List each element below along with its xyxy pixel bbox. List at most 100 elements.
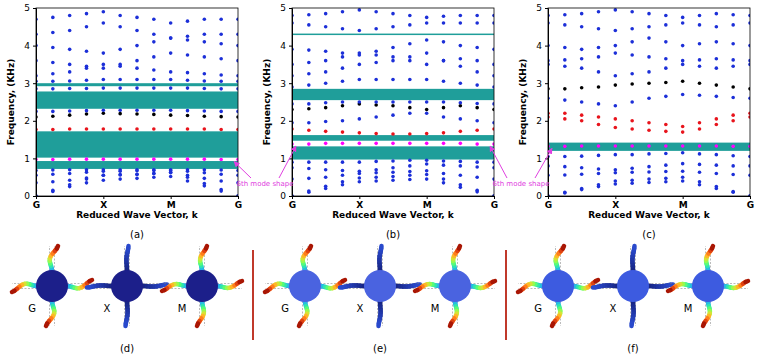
band-point	[102, 157, 106, 161]
band-point	[391, 178, 395, 182]
band-point	[408, 164, 412, 168]
band-point	[186, 86, 190, 90]
band-point	[597, 102, 601, 106]
x-tick-label: G	[33, 200, 40, 210]
undeformed-outline	[377, 301, 378, 326]
annotation-arrow	[279, 146, 296, 178]
band-point	[118, 127, 122, 131]
x-axis: GXMG	[289, 196, 498, 210]
band-point	[324, 184, 328, 188]
band-point	[68, 172, 72, 176]
band-point	[186, 38, 190, 42]
band-point	[563, 64, 567, 68]
band-point	[475, 46, 479, 50]
band-point	[152, 127, 156, 131]
band-point	[425, 21, 429, 25]
y-axis-line	[33, 9, 37, 197]
band-point	[664, 40, 668, 44]
y-tick-mark	[545, 196, 548, 197]
band-point	[374, 115, 378, 119]
band-point	[563, 13, 567, 17]
mode-point-label: X	[610, 303, 617, 314]
band-point	[459, 21, 463, 25]
band-point	[219, 179, 223, 183]
band-point	[698, 14, 702, 18]
band-point	[614, 168, 618, 172]
band-point	[68, 70, 72, 74]
band-point	[219, 110, 223, 114]
y-axis-line	[545, 9, 549, 197]
band-point	[597, 167, 601, 171]
band-point	[563, 23, 567, 27]
band-point	[307, 160, 311, 164]
band-point	[203, 177, 207, 181]
band-point	[341, 174, 345, 178]
y-tick-mark	[289, 83, 292, 84]
mode-shape	[87, 246, 167, 326]
band-point	[731, 58, 735, 62]
y-tick-mark	[33, 158, 36, 159]
band-point	[391, 142, 395, 146]
band-point	[425, 108, 429, 112]
band-point	[614, 51, 618, 55]
band-point	[731, 190, 735, 194]
band-point	[85, 168, 89, 172]
band-point	[715, 66, 719, 70]
band-point	[630, 100, 634, 104]
deformed-arm	[343, 280, 346, 281]
band-point	[664, 95, 668, 99]
band-point	[408, 23, 412, 27]
band-point	[647, 96, 651, 100]
x-axis: GXMG	[33, 196, 242, 210]
band-point	[664, 57, 668, 61]
band-point	[563, 46, 567, 50]
band-point	[580, 172, 584, 176]
band-point	[459, 81, 463, 85]
band-point	[358, 29, 362, 33]
band-point	[68, 29, 72, 33]
band-point	[475, 142, 479, 146]
band-point	[307, 102, 311, 106]
plot-area	[292, 8, 494, 196]
band-point	[715, 25, 719, 29]
band-point	[647, 170, 651, 174]
band-point	[118, 177, 122, 181]
band-point	[85, 112, 89, 116]
y-tick: 1	[24, 154, 36, 164]
mode-point-label: G	[281, 303, 289, 314]
band-point	[475, 128, 479, 132]
band-point	[630, 144, 634, 148]
band-point	[425, 142, 429, 146]
band-point	[459, 14, 463, 18]
band-point	[118, 168, 122, 172]
band-point	[664, 152, 668, 156]
x-tick-label: X	[100, 200, 107, 210]
band-point	[630, 178, 634, 182]
band-point	[324, 120, 328, 124]
band-point	[186, 78, 190, 82]
band-point	[698, 58, 702, 62]
band-point	[102, 51, 106, 55]
band-point	[152, 108, 156, 112]
band-point	[647, 181, 651, 185]
band-point	[563, 87, 567, 91]
y-tick: 2	[24, 116, 36, 126]
band-point	[341, 119, 345, 123]
band-point	[186, 53, 190, 57]
band-point	[169, 70, 173, 74]
band-point	[681, 151, 685, 155]
band-point	[580, 144, 584, 148]
band-point	[580, 154, 584, 158]
resonator-body	[186, 270, 218, 302]
band-point	[391, 132, 395, 136]
band-point	[715, 153, 719, 157]
band-point	[341, 55, 345, 59]
band-point	[391, 113, 395, 117]
y-tick: 3	[280, 79, 292, 89]
band-point	[681, 63, 685, 67]
band-point	[664, 144, 668, 148]
y-tick-label: 2	[280, 116, 286, 126]
band-point	[475, 106, 479, 110]
band-point	[563, 58, 567, 62]
band-point	[647, 36, 651, 40]
